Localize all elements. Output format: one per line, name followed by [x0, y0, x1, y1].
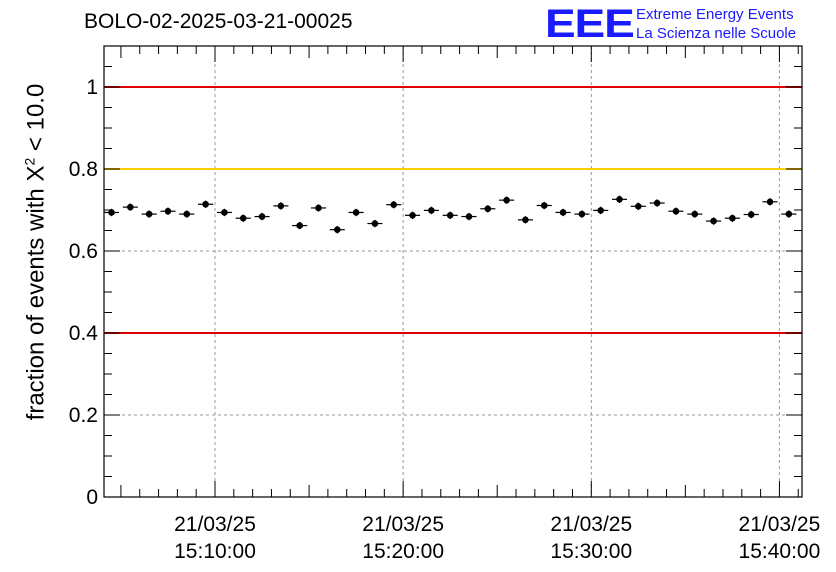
- data-point: [593, 206, 609, 215]
- reference-lines: [104, 86, 802, 334]
- data-marker: [315, 204, 322, 212]
- data-marker: [333, 226, 341, 233]
- logo-line-1: Extreme Energy Events: [636, 6, 794, 23]
- data-marker: [409, 212, 416, 219]
- data-series: [104, 195, 797, 234]
- data-point: [762, 198, 778, 206]
- data-point: [649, 199, 665, 207]
- data-point: [743, 210, 759, 219]
- data-marker: [145, 210, 153, 218]
- data-point: [423, 206, 439, 215]
- data-point: [329, 225, 345, 234]
- data-point: [348, 208, 364, 217]
- data-marker: [578, 210, 586, 218]
- data-marker: [108, 209, 115, 216]
- data-marker: [239, 214, 247, 222]
- x-tick-label-date: 21/03/25: [362, 513, 444, 536]
- data-point: [216, 208, 232, 217]
- data-point: [386, 200, 402, 209]
- data-point: [724, 214, 740, 222]
- data-marker: [747, 211, 755, 218]
- data-marker: [127, 203, 134, 211]
- data-marker: [635, 203, 642, 210]
- data-point: [122, 203, 138, 211]
- data-marker: [296, 222, 303, 229]
- data-marker: [616, 196, 623, 203]
- data-point: [574, 210, 590, 218]
- data-point: [555, 208, 571, 217]
- data-point: [668, 207, 684, 215]
- x-axis: 21/03/25 15:10:00 21/03/25 15:20:00 21/03/25…: [120, 46, 821, 563]
- data-point: [687, 210, 703, 218]
- x-tick-label-time: 15:30:00: [550, 540, 632, 563]
- data-marker: [503, 196, 510, 204]
- y-tick-label: 1: [86, 76, 98, 99]
- data-marker: [729, 214, 736, 222]
- x-tick-label-date: 21/03/25: [174, 513, 256, 536]
- data-point: [630, 202, 646, 210]
- data-marker: [258, 213, 266, 220]
- data-marker: [390, 201, 398, 208]
- data-point: [480, 205, 496, 213]
- data-point: [367, 219, 383, 228]
- y-tick-label: 0.8: [69, 158, 98, 181]
- data-point: [461, 212, 477, 221]
- data-point: [706, 217, 722, 225]
- data-marker: [371, 220, 379, 227]
- y-axis: 0 0.2 0.4 0.6 0.8 1: [69, 66, 802, 509]
- data-point: [536, 201, 552, 210]
- data-point: [254, 212, 270, 221]
- data-marker: [164, 207, 172, 215]
- data-marker: [691, 210, 699, 218]
- data-marker: [446, 212, 454, 219]
- data-marker: [672, 207, 680, 215]
- eee-logo: EEE: [545, 2, 635, 46]
- data-point: [310, 204, 327, 212]
- data-marker: [202, 200, 209, 208]
- data-point: [179, 210, 195, 218]
- data-marker: [277, 202, 285, 210]
- plot-frame: [103, 45, 803, 498]
- data-point: [517, 216, 533, 224]
- data-marker: [183, 210, 191, 218]
- data-point: [141, 210, 157, 218]
- data-marker: [559, 209, 567, 216]
- y-tick-label: 0: [86, 486, 98, 509]
- grid-lines: [104, 46, 802, 497]
- data-marker: [221, 209, 228, 216]
- data-marker: [522, 216, 529, 224]
- data-marker: [766, 198, 774, 206]
- data-marker: [710, 217, 717, 225]
- data-marker: [785, 210, 793, 218]
- x-tick-label-time: 15:10:00: [174, 540, 256, 563]
- x-tick-label-date: 21/03/25: [550, 513, 632, 536]
- data-point: [499, 196, 515, 204]
- data-point: [160, 207, 176, 215]
- data-marker: [540, 202, 548, 209]
- data-point: [273, 202, 289, 210]
- y-tick-label: 0.6: [69, 240, 98, 263]
- data-marker: [484, 205, 492, 213]
- data-point: [235, 214, 251, 222]
- data-point: [405, 211, 421, 220]
- data-marker: [465, 213, 473, 220]
- data-point: [781, 210, 797, 218]
- x-tick-label-time: 15:40:00: [739, 540, 821, 563]
- data-point: [292, 221, 308, 230]
- logo-line-2: La Scienza nelle Scuole: [636, 25, 797, 42]
- data-marker: [653, 199, 661, 207]
- y-tick-label: 0.4: [69, 322, 99, 345]
- data-marker: [352, 209, 360, 216]
- data-point: [442, 211, 458, 220]
- y-tick-label: 0.2: [69, 404, 98, 427]
- data-marker: [597, 207, 604, 214]
- x-tick-label-date: 21/03/25: [739, 513, 821, 536]
- run-title: BOLO-02-2025-03-21-00025: [84, 10, 353, 33]
- x-tick-label-time: 15:20:00: [362, 540, 444, 563]
- data-point: [198, 200, 214, 208]
- data-marker: [428, 207, 435, 214]
- data-point: [611, 195, 628, 204]
